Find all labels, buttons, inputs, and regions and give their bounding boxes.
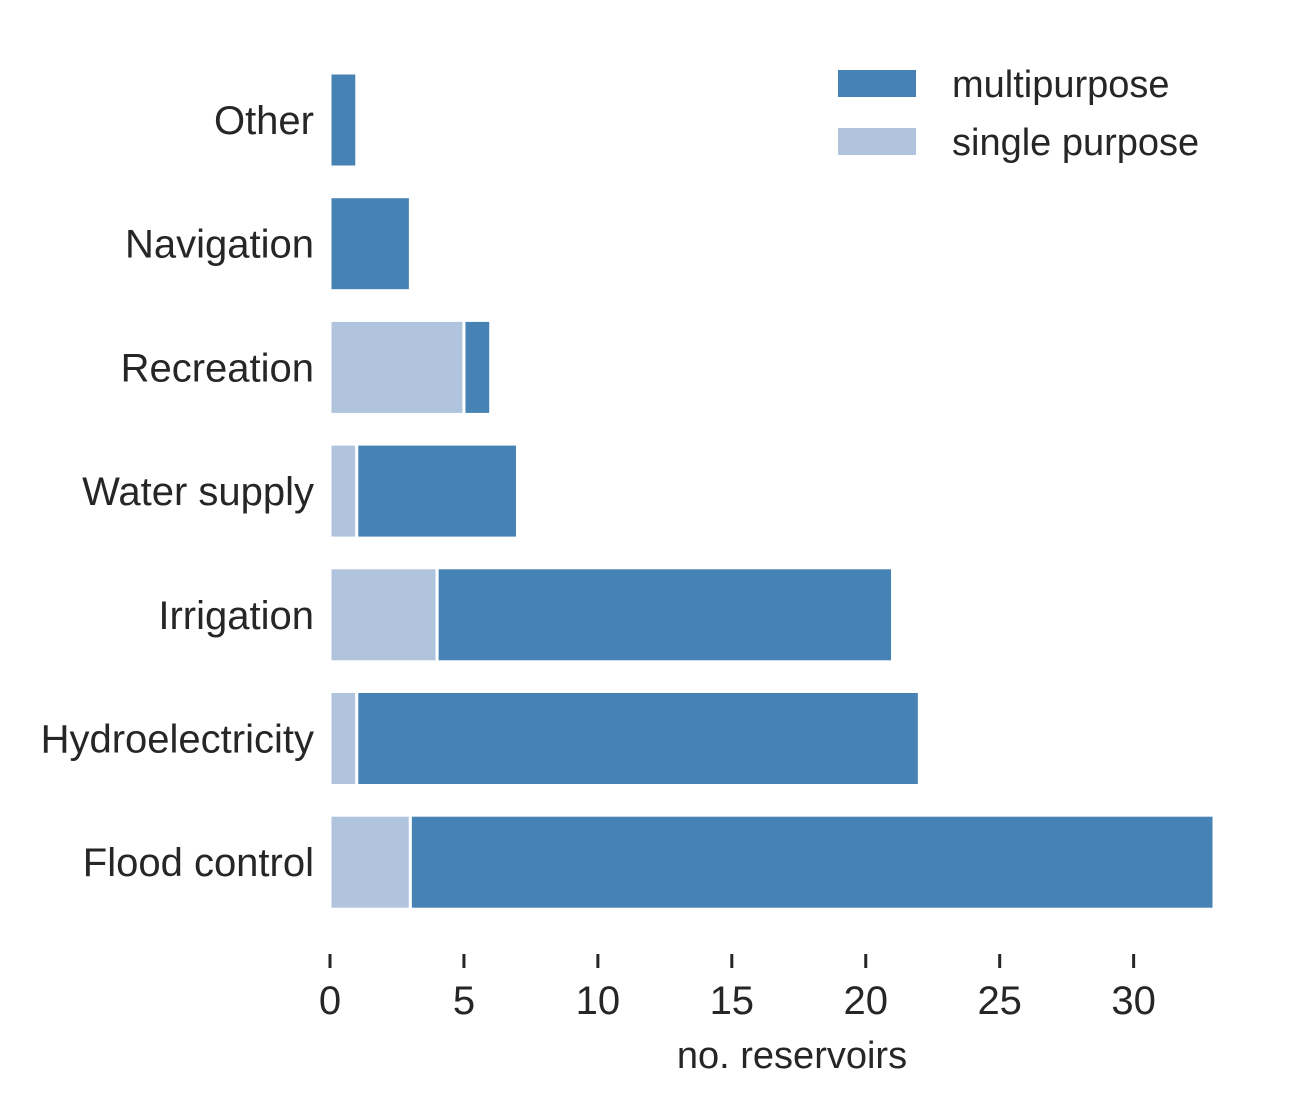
category-label: Flood control xyxy=(83,841,314,885)
x-tick-label: 15 xyxy=(710,979,755,1023)
bar-water-supply-single-purpose xyxy=(328,442,359,540)
bar-navigation-multipurpose xyxy=(328,195,412,293)
bar-water-supply-multipurpose xyxy=(355,442,520,540)
bars-group xyxy=(328,71,1216,911)
x-tick-label: 10 xyxy=(576,979,621,1023)
x-tick-label: 0 xyxy=(319,979,341,1023)
bar-irrigation-single-purpose xyxy=(328,566,439,664)
bar-flood-control-single-purpose xyxy=(328,813,412,911)
category-label: Recreation xyxy=(121,346,314,390)
category-label: Hydroelectricity xyxy=(41,718,314,762)
x-axis: 0 5 10 15 20 25 30 xyxy=(319,954,1156,1023)
legend: multipurpose single purpose xyxy=(838,64,1199,164)
legend-label-multipurpose: multipurpose xyxy=(952,64,1170,106)
x-tick-label: 5 xyxy=(453,979,475,1023)
category-label: Irrigation xyxy=(158,594,314,638)
legend-swatch-multipurpose xyxy=(838,70,916,97)
bar-recreation-single-purpose xyxy=(328,318,466,416)
bar-irrigation-multipurpose xyxy=(435,566,895,664)
category-label: Water supply xyxy=(82,470,314,514)
x-axis-label: no. reservoirs xyxy=(677,1035,907,1077)
x-tick-label: 20 xyxy=(844,979,889,1023)
bar-other-multipurpose xyxy=(328,71,359,169)
legend-label-single-purpose: single purpose xyxy=(952,122,1199,164)
category-label: Other xyxy=(214,99,314,143)
bar-hydroelectricity-single-purpose xyxy=(328,690,359,787)
x-tick-label: 30 xyxy=(1111,979,1156,1023)
bar-recreation-multipurpose xyxy=(462,318,493,416)
x-tick-label: 25 xyxy=(977,979,1022,1023)
bar-hydroelectricity-multipurpose xyxy=(355,690,921,787)
category-labels: Other Navigation Recreation Water supply Irr… xyxy=(41,99,314,885)
bar-flood-control-multipurpose xyxy=(408,813,1216,911)
category-label: Navigation xyxy=(125,223,314,267)
legend-swatch-single-purpose xyxy=(838,128,916,155)
